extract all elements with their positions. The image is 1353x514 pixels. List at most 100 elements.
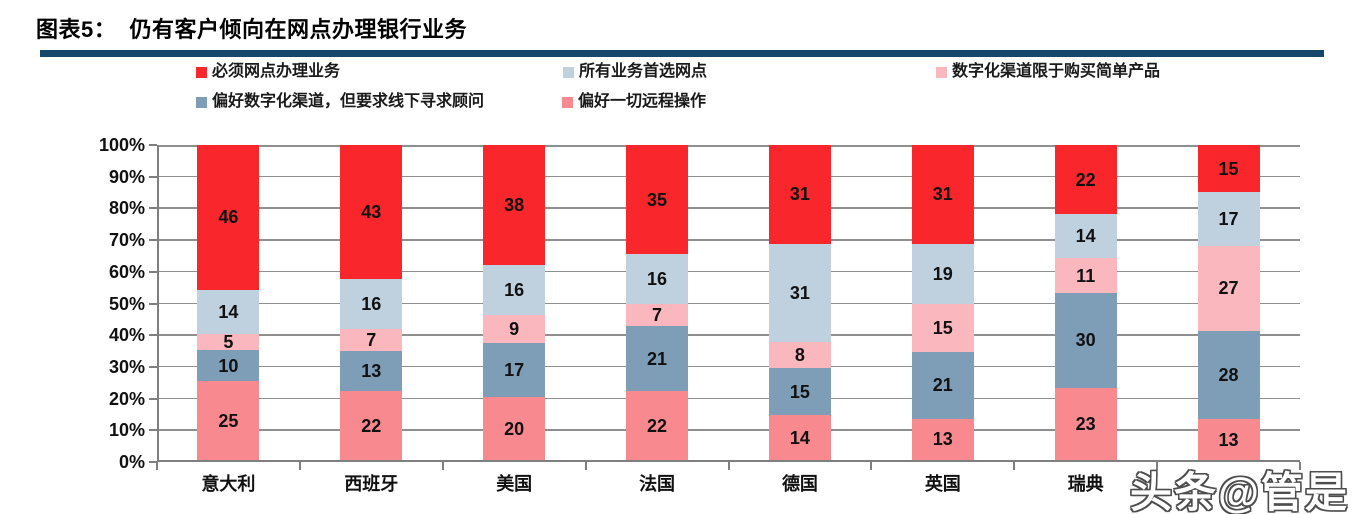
y-axis-tick [149,175,157,178]
bar-segment: 13 [1197,419,1260,460]
bar-segment: 25 [197,381,260,460]
bar-segment: 35 [626,145,689,255]
stacked-bar: 23 30 11 14 22 [1054,145,1117,460]
bar-value-label: 43 [361,202,382,223]
bar-segment: 11 [1054,258,1117,294]
bar-segment: 19 [911,243,974,305]
gridline [159,145,1300,147]
bar-segment: 16 [340,279,403,330]
bar-value-label: 13 [932,429,953,450]
y-axis-tick [149,334,157,337]
bar-value-label: 10 [218,355,239,376]
y-axis-label: 20% [108,388,145,409]
bar-value-label: 21 [647,348,668,369]
stacked-bar: 14 15 8 31 31 [768,145,831,460]
legend-item-label: 数字化渠道限于购买简单产品 [952,63,1161,80]
bar-segment: 16 [626,254,689,305]
y-axis-label: 70% [108,230,145,251]
bar-segment: 17 [1197,192,1260,246]
bar-segment: 17 [483,343,546,397]
gridline [159,334,1300,336]
gridline [159,429,1300,431]
bar-segment: 15 [768,367,831,416]
y-axis-label: 90% [108,166,145,187]
bar-value-label: 23 [1075,413,1096,434]
chart-plot-area: 25 10 5 14 46 22 13 7 16 43 20 17 9 16 38 22 21 7 16 35 14 15… [157,145,1300,462]
title-divider [40,50,1324,57]
bar-value-label: 35 [647,189,668,210]
x-axis-label: 法国 [639,474,676,494]
bar-value-label: 17 [504,360,525,381]
bar-value-label: 28 [1218,364,1239,385]
bar-value-label: 13 [361,361,382,382]
y-axis-label: 80% [108,198,145,219]
bar-value-label: 31 [789,282,810,303]
bar-segment: 31 [768,243,831,343]
y-axis-tick [149,144,157,146]
stacked-bar: 13 28 27 17 15 [1197,145,1260,460]
x-axis-tick [298,462,301,470]
bar-value-label: 22 [361,415,382,436]
x-axis-tick [156,462,158,470]
bar-segment: 22 [340,391,403,460]
bar-value-label: 46 [218,207,239,228]
x-axis-label: 美国 [496,474,533,494]
bar-value-label: 13 [1218,429,1239,450]
bar-segment: 15 [1197,145,1260,193]
bar-segment: 28 [1197,330,1260,420]
bar-segment: 31 [911,145,974,244]
bar-value-label: 14 [1075,226,1096,247]
stacked-bar: 22 13 7 16 43 [340,145,403,460]
x-axis-tick [870,462,873,470]
bar-value-label: 14 [218,301,239,322]
x-axis-tick [727,462,730,470]
bar-value-label: 16 [647,269,668,290]
gridline [159,397,1300,400]
y-axis-tick [149,207,157,210]
legend-item: 偏好数字化渠道，但要求线下寻求顾问 [196,94,484,110]
y-axis-label: 50% [108,293,145,314]
bar-segment: 14 [768,415,831,460]
bar-value-label: 11 [1076,265,1096,286]
legend-color-swatch [196,66,207,78]
x-axis-label: 西班牙 [344,474,399,494]
gridline [159,207,1300,209]
bar-value-label: 14 [789,427,810,448]
bar-segment: 13 [340,350,403,392]
y-axis-label: 30% [108,356,145,377]
y-axis-tick [149,239,157,242]
legend-color-swatch [936,66,947,78]
bar-segment: 13 [911,418,974,460]
bar-segment: 30 [1054,293,1117,388]
bar-value-label: 8 [794,345,805,365]
bar-segment: 5 [197,333,260,351]
bar-value-label: 25 [218,410,239,431]
bar-segment: 23 [1054,387,1117,460]
y-axis-tick [149,397,157,400]
y-axis-label: 100% [98,135,145,155]
bar-segment: 9 [483,315,546,344]
bar-segment: 14 [1054,214,1117,259]
bar-value-label: 15 [1218,158,1239,179]
y-axis-tick [149,302,157,305]
gridline [159,365,1300,368]
y-axis-tick [149,461,157,463]
bar-segment: 43 [340,145,403,280]
stacked-bar: 20 17 9 16 38 [483,145,546,460]
bar-value-label: 9 [509,319,520,340]
stacked-bar: 22 21 7 16 35 [626,145,689,460]
y-axis-tick [149,365,157,368]
bar-segment: 27 [1197,245,1260,331]
legend-item: 所有业务首选网点 [563,64,707,80]
x-axis-tick [1299,462,1301,470]
y-axis-tick [149,429,157,432]
legend-item: 偏好一切远程操作 [562,94,706,110]
bar-segment: 7 [626,304,689,326]
bar-value-label: 27 [1218,278,1239,299]
bar-value-label: 22 [647,415,668,436]
gridline [159,239,1300,241]
bar-segment: 10 [197,349,260,382]
bar-value-label: 21 [932,375,953,396]
bar-segment: 46 [197,145,260,290]
